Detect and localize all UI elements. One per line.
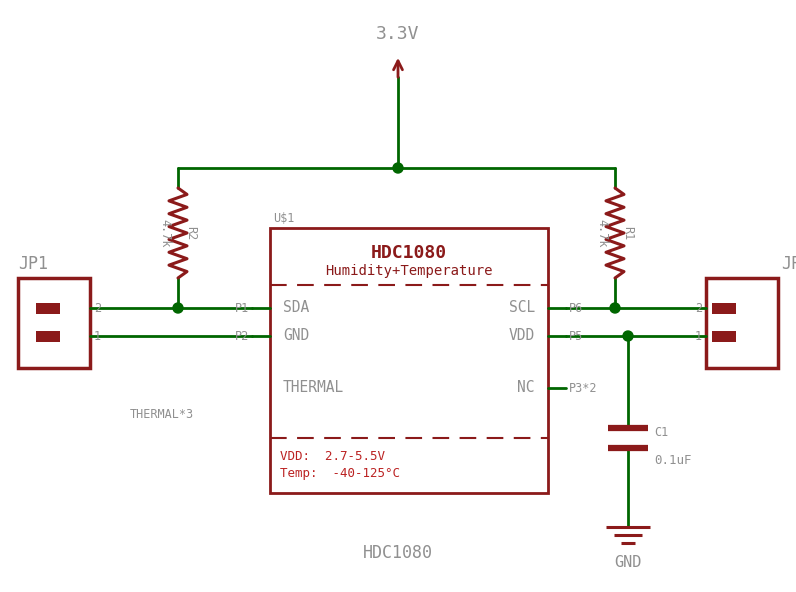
Text: P3*2: P3*2	[569, 381, 598, 394]
Text: Humidity+Temperature: Humidity+Temperature	[326, 263, 493, 278]
Text: P2: P2	[235, 330, 249, 343]
Text: THERMAL: THERMAL	[283, 381, 344, 395]
Circle shape	[623, 331, 633, 341]
Circle shape	[393, 163, 403, 173]
Text: GND: GND	[615, 555, 642, 570]
Bar	[270, 228, 548, 493]
Bar	[706, 278, 778, 368]
Text: 3.3V: 3.3V	[377, 25, 419, 43]
Text: 0.1uF: 0.1uF	[654, 453, 692, 466]
Text: VDD: VDD	[509, 329, 535, 343]
Text: P5: P5	[569, 330, 583, 343]
Bar	[18, 278, 90, 368]
Text: SDA: SDA	[283, 301, 310, 316]
Text: NC: NC	[517, 381, 535, 395]
Text: JP1: JP1	[18, 255, 48, 273]
Text: 2: 2	[94, 301, 101, 314]
Text: SCL: SCL	[509, 301, 535, 316]
Text: 4.7k: 4.7k	[158, 219, 171, 247]
Text: R2: R2	[185, 226, 197, 240]
Text: JP2: JP2	[781, 255, 796, 273]
Bar	[712, 303, 736, 314]
Text: P1: P1	[235, 301, 249, 314]
Text: HDC1080: HDC1080	[371, 243, 447, 262]
Text: R1: R1	[622, 226, 634, 240]
Circle shape	[173, 303, 183, 313]
Text: THERMAL*3: THERMAL*3	[130, 408, 194, 422]
Text: 1: 1	[94, 330, 101, 343]
Bar	[36, 303, 60, 314]
Bar	[712, 331, 736, 342]
Text: C1: C1	[654, 426, 669, 439]
Bar	[36, 331, 60, 342]
Circle shape	[610, 303, 620, 313]
Text: 1: 1	[695, 330, 702, 343]
Text: U$1: U$1	[273, 212, 295, 225]
Text: P6: P6	[569, 301, 583, 314]
Text: Temp:  -40-125°C: Temp: -40-125°C	[280, 468, 400, 481]
Text: VDD:  2.7-5.5V: VDD: 2.7-5.5V	[280, 449, 385, 462]
Text: GND: GND	[283, 329, 310, 343]
Text: 2: 2	[695, 301, 702, 314]
Text: 4.7k: 4.7k	[595, 219, 608, 247]
Text: HDC1080: HDC1080	[363, 544, 433, 562]
